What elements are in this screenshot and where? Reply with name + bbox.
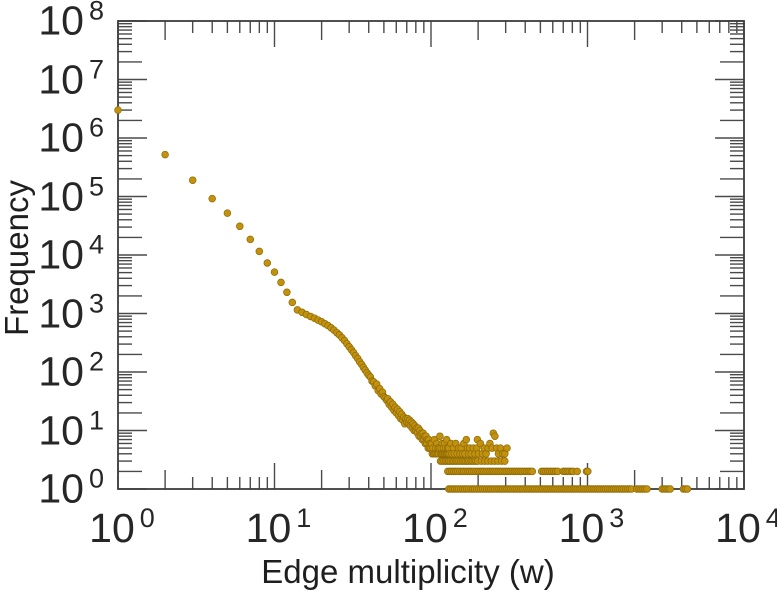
y-tick-label-10e1: 10 1 — [38, 405, 104, 453]
x-tick-label-10e4: 10 4 — [715, 503, 777, 551]
y-tick-label-10e6: 10 6 — [38, 112, 104, 161]
y-tick-label-10e3: 10 3 — [38, 288, 104, 336]
x-tick-label-10e3: 10 3 — [558, 503, 625, 551]
x-axis-title: Edge multiplicity (w) — [261, 553, 555, 590]
y-axis-title: Frequency — [0, 180, 35, 336]
x-tick-label-10e0: 10 0 — [89, 503, 155, 551]
y-tick-label-10e7: 10 7 — [38, 54, 104, 102]
y-tick-label-10e0: 10 0 — [38, 463, 104, 512]
plot-frame — [117, 20, 745, 490]
tick-marks — [117, 20, 745, 490]
y-tick-label-10e2: 10 2 — [38, 346, 104, 395]
x-tick-label-10e1: 10 1 — [245, 503, 312, 551]
y-tick-label-10e8: 10 8 — [38, 0, 104, 44]
y-tick-label-10e5: 10 5 — [38, 171, 104, 219]
x-tick-label-10e2: 10 2 — [402, 503, 468, 551]
y-tick-label-10e4: 10 4 — [38, 229, 104, 278]
scatter-points — [114, 106, 692, 493]
